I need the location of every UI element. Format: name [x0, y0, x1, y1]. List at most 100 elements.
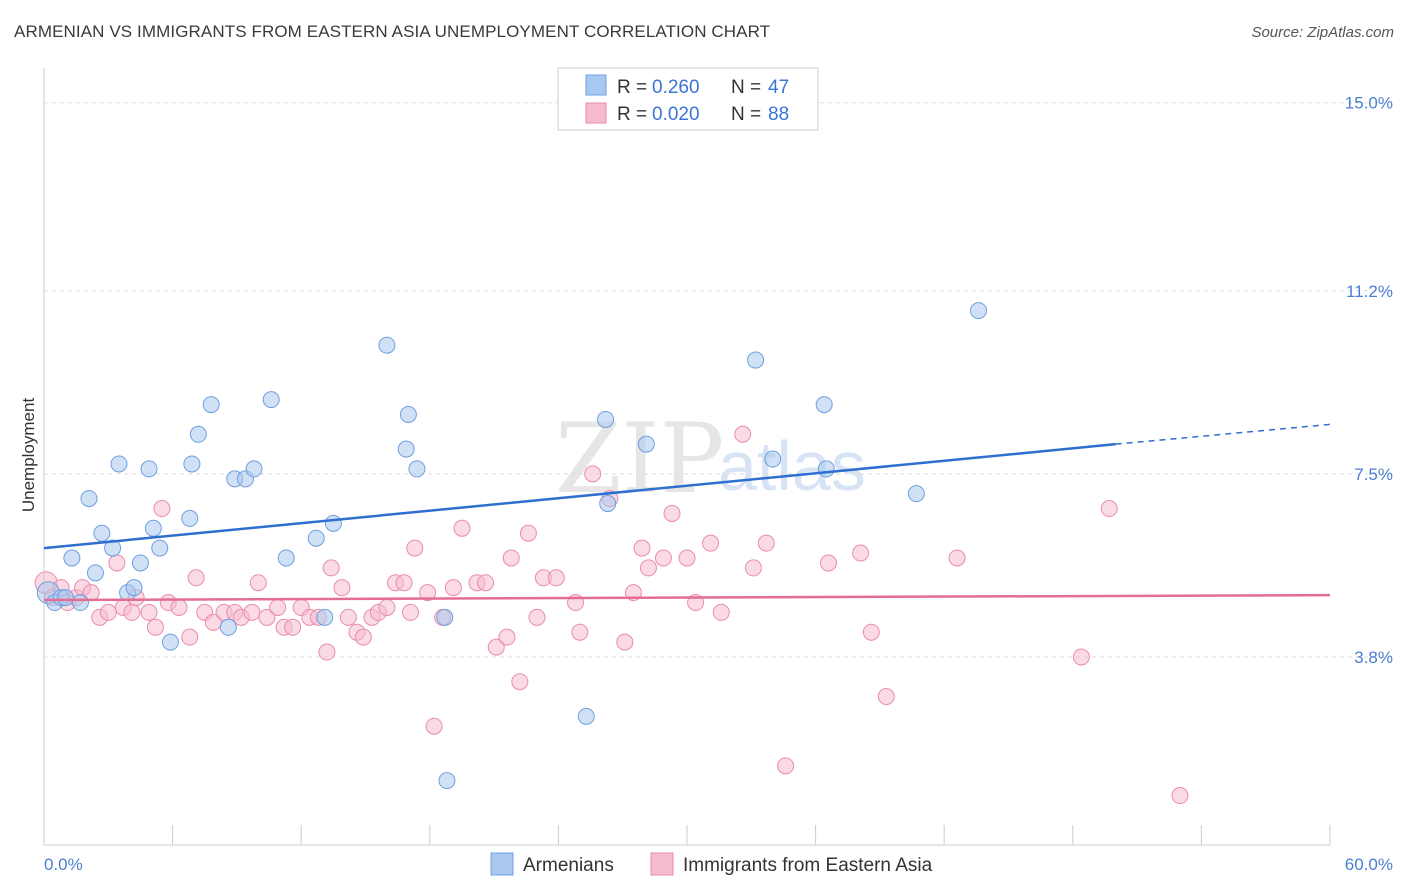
point-armenians: [397, 440, 415, 458]
point-eastern-asia: [498, 628, 516, 646]
point-eastern-asia: [425, 717, 443, 735]
y-tick-label: 7.5%: [1354, 465, 1393, 484]
point-armenians: [436, 608, 454, 626]
point-eastern-asia: [639, 559, 657, 577]
point-armenians: [764, 450, 782, 468]
point-eastern-asia: [584, 465, 602, 483]
point-eastern-asia: [402, 603, 420, 621]
point-eastern-asia: [852, 544, 870, 562]
point-armenians: [202, 396, 220, 414]
point-armenians: [71, 594, 89, 612]
point-eastern-asia: [777, 757, 795, 775]
legend: R = 0.260 N = 47 R = 0.020 N = 88: [557, 67, 819, 131]
point-armenians: [577, 707, 595, 725]
point-eastern-asia: [663, 504, 681, 522]
point-armenians: [104, 539, 122, 557]
x-tick-max: 60.0%: [1345, 855, 1393, 874]
legend-r-label-armenians: R =: [617, 77, 647, 98]
point-eastern-asia: [170, 598, 188, 616]
point-eastern-asia: [333, 579, 351, 597]
point-eastern-asia: [547, 569, 565, 587]
point-eastern-asia: [502, 549, 520, 567]
point-eastern-asia: [269, 598, 287, 616]
point-armenians: [219, 618, 237, 636]
point-eastern-asia: [877, 688, 895, 706]
point-eastern-asia: [339, 608, 357, 626]
point-armenians: [110, 455, 128, 473]
watermark-zip: ZIP: [555, 403, 724, 515]
point-eastern-asia: [243, 603, 261, 621]
point-eastern-asia: [204, 613, 222, 631]
point-armenians: [144, 519, 162, 537]
point-armenians: [125, 579, 143, 597]
point-armenians: [907, 485, 925, 503]
point-eastern-asia: [395, 574, 413, 592]
legend-n-label-eastern-asia: N =: [731, 104, 761, 125]
point-eastern-asia: [146, 618, 164, 636]
bottom-legend-swatch-eastern-asia: [650, 852, 674, 876]
point-eastern-asia: [419, 584, 437, 602]
point-eastern-asia: [487, 638, 505, 656]
point-eastern-asia: [453, 519, 471, 537]
y-tick-labels: 3.8% 7.5% 11.2% 15.0%: [1345, 94, 1393, 667]
legend-r-label-eastern-asia: R =: [617, 104, 647, 125]
point-armenians: [56, 589, 74, 607]
point-eastern-asia: [819, 554, 837, 572]
point-eastern-asia: [284, 618, 302, 636]
y-tick-label: 15.0%: [1345, 94, 1393, 113]
bottom-legend-label-armenians: Armenians: [523, 855, 614, 876]
trend-line-armenians-extrapolated: [1115, 423, 1331, 445]
y-axis-label: Unemployment: [19, 398, 38, 513]
point-eastern-asia: [862, 623, 880, 641]
point-eastern-asia: [678, 549, 696, 567]
point-armenians: [815, 396, 833, 414]
bottom-legend-swatch-armenians: [490, 852, 514, 876]
point-armenians: [140, 460, 158, 478]
legend-n-value-eastern-asia: 88: [768, 104, 789, 125]
legend-n-value-armenians: 47: [768, 77, 789, 98]
point-eastern-asia: [477, 574, 495, 592]
x-tick-min: 0.0%: [44, 855, 83, 874]
point-eastern-asia: [528, 608, 546, 626]
point-eastern-asia: [406, 539, 424, 557]
point-armenians: [151, 539, 169, 557]
point-eastern-asia: [354, 628, 372, 646]
source-label: Source: ZipAtlas.com: [1251, 24, 1394, 41]
trend-line-eastern-asia: [43, 593, 1331, 602]
point-armenians: [399, 405, 417, 423]
legend-swatch-armenians: [585, 74, 607, 96]
point-armenians: [307, 529, 325, 547]
point-eastern-asia: [123, 603, 141, 621]
point-armenians: [86, 564, 104, 582]
point-eastern-asia: [948, 549, 966, 567]
point-armenians: [637, 435, 655, 453]
point-armenians: [277, 549, 295, 567]
point-eastern-asia: [181, 628, 199, 646]
point-eastern-asia: [511, 673, 529, 691]
point-armenians: [597, 410, 615, 428]
point-eastern-asia: [654, 549, 672, 567]
y-tick-label: 11.2%: [1346, 282, 1393, 301]
point-eastern-asia: [702, 534, 720, 552]
point-eastern-asia: [140, 603, 158, 621]
legend-swatch-eastern-asia: [585, 102, 607, 124]
y-tick-label: 3.8%: [1354, 648, 1393, 667]
point-armenians: [316, 608, 334, 626]
point-eastern-asia: [444, 579, 462, 597]
point-eastern-asia: [744, 559, 762, 577]
point-eastern-asia: [1171, 787, 1189, 805]
axes: [43, 68, 1331, 846]
point-armenians: [262, 391, 280, 409]
point-eastern-asia: [1072, 648, 1090, 666]
point-armenians: [183, 455, 201, 473]
point-armenians: [438, 772, 456, 790]
chart-title: ARMENIAN VS IMMIGRANTS FROM EASTERN ASIA…: [14, 22, 771, 41]
point-armenians: [747, 351, 765, 369]
grid-lines: [44, 102, 1395, 658]
point-eastern-asia: [757, 534, 775, 552]
point-eastern-asia: [322, 559, 340, 577]
point-eastern-asia: [187, 569, 205, 587]
point-eastern-asia: [633, 539, 651, 557]
point-armenians: [63, 549, 81, 567]
point-armenians: [161, 633, 179, 651]
